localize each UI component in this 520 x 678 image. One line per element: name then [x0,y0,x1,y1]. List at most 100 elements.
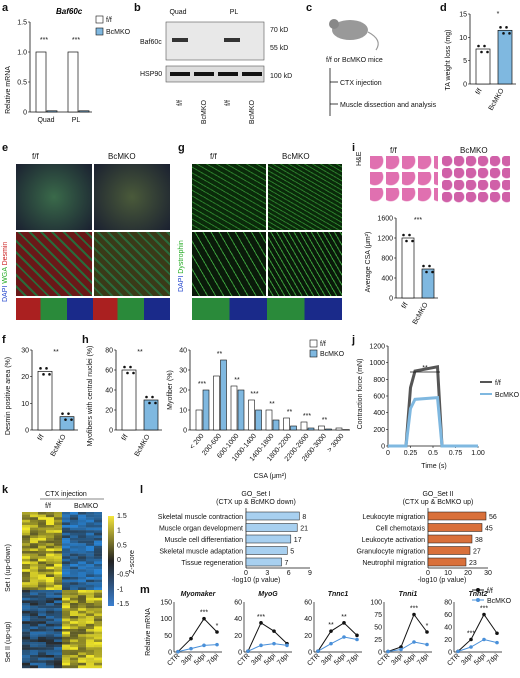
panel-m-ytick: 40 [444,625,452,632]
heatmap-cell [94,553,102,557]
panel-g-img-channels [192,298,342,320]
panel-f-point [64,418,67,421]
heatmap-cell [30,649,38,653]
heatmap-cell [86,548,94,552]
heatmap-cell [38,605,46,609]
heatmap-cell [86,595,94,598]
heatmap-cell [62,623,70,627]
heatmap-cell [22,636,30,640]
heatmap-cell [22,512,30,515]
panel-m-ytick: 100 [370,600,382,607]
panel-j-ytick: 0 [381,444,385,451]
heatmap-cell [54,600,62,604]
heatmap-cell [30,579,38,583]
panel-i-bar [421,268,435,299]
panel-k-ztick: -1 [117,586,123,593]
panel-m-sig: *** [480,606,488,613]
heatmap-cell [30,605,38,609]
heatmap-cell [38,558,46,562]
heatmap-cell [86,623,94,627]
heatmap-cell [54,623,62,627]
heatmap-cell [46,574,54,578]
heatmap-cell [54,644,62,648]
heatmap-cell [22,584,30,588]
panel-a-bar [35,51,47,113]
heatmap-cell [38,519,46,523]
heatmap-cell [70,623,78,627]
heatmap-cell [70,530,78,533]
heatmap-cell [78,603,86,606]
heatmap-cell [38,530,46,533]
heatmap-cell [86,538,94,541]
panel-j-xtick: 0 [386,450,390,457]
panel-m-xtick: 7dpi [416,652,431,667]
panel-m-xtick: 3dpi [180,652,195,667]
heatmap-cell [86,577,94,580]
heatmap-cell [70,616,78,619]
heatmap-cell [94,605,102,609]
heatmap-cell [94,603,102,606]
panel-m-point [285,643,289,648]
heatmap-cell [78,639,86,643]
panel-m-line-ff [317,622,358,652]
heatmap-cell [78,556,86,559]
heatmap-cell [22,571,30,575]
heatmap-cell [30,665,38,669]
panel-m-ylabel: Relative mRNA [145,608,152,656]
heatmap-cell [54,532,62,536]
heatmap-cell [94,644,102,648]
panel-h2-sig: *** [303,413,311,420]
panel-h2-bar [202,389,210,431]
heatmap-cell [22,577,30,580]
heatmap-cell [70,592,78,596]
heatmap-cell [86,649,94,653]
heatmap-cell [46,548,54,552]
heatmap-cell [38,623,46,627]
heatmap-cell [70,649,78,653]
heatmap-cell [70,512,78,515]
panel-d-point [499,26,502,29]
panel-m-point [412,640,416,644]
panel-f-xtick-bcmko: BcMKO [50,433,68,458]
panel-i-ytick: 1200 [377,236,393,243]
heatmap-cell [22,535,30,539]
panel-label-k: k [2,484,9,496]
heatmap-cell [30,527,38,531]
panel-m-line-ff [457,613,498,652]
heatmap-cell [94,616,102,619]
panel-a-title: Baf60c [56,7,83,16]
heatmap-cell [62,532,70,536]
heatmap-cell [94,608,102,611]
heatmap-cell [22,540,30,544]
panel-h2-bar [300,421,308,431]
panel-l-left-count: 21 [300,526,308,533]
panel-f-point [42,373,45,376]
heatmap-cell [86,597,94,601]
blot-group-pl: PL [230,9,239,16]
panel-m-ytick: 50 [164,633,172,640]
heatmap-cell [38,577,46,580]
heatmap-cell [46,532,54,536]
heatmap-cell [62,631,70,635]
heatmap-cell [38,535,46,539]
heatmap-cell [46,553,54,557]
heatmap-cell [22,649,30,653]
panel-l-right-bar [427,534,473,544]
heatmap-cell [62,649,70,653]
panel-j-line-0 [388,365,478,448]
heatmap-cell [86,543,94,546]
heatmap-cell [54,649,62,653]
panel-a-sig-quad: *** [40,37,48,44]
heatmap-cell [54,603,62,606]
heatmap-cell [94,522,102,526]
heatmap-cell [62,574,70,578]
heatmap-cell [46,636,54,640]
panel-m-line-ko [457,638,498,652]
panel-f-xtick-ff: f/f [37,433,46,442]
panel-a-ytick: 0 [23,110,27,117]
panel-l-left-xlabel: -log10 (p value) [232,577,281,584]
heatmap-cell [30,613,38,617]
heatmap-cell [22,543,30,546]
heatmap-cell [38,665,46,669]
heatmap-cell [62,582,70,585]
